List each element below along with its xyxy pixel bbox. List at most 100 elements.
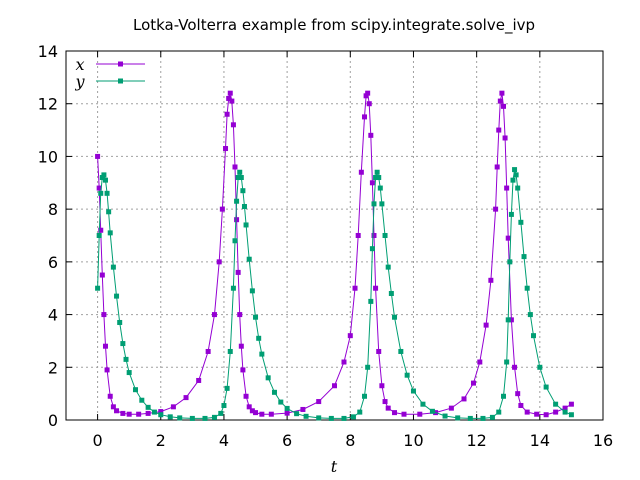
series-y-point xyxy=(365,364,371,370)
series-x-point xyxy=(355,233,361,238)
x-tick-label: 8 xyxy=(345,431,355,450)
series-x-point xyxy=(268,411,274,417)
series-x-point xyxy=(96,185,102,191)
series-x-point xyxy=(494,164,500,170)
series-y-point xyxy=(110,264,116,270)
series-y-point xyxy=(362,393,368,399)
series-x-point xyxy=(246,404,252,410)
series-y-point xyxy=(232,238,238,244)
series-y xyxy=(95,167,574,421)
series-y-point xyxy=(467,415,473,421)
series-x-point xyxy=(505,235,511,241)
series-y-point xyxy=(241,204,247,210)
series-y-point xyxy=(507,259,513,265)
series-x-point xyxy=(518,403,524,409)
series-y-point xyxy=(515,185,521,191)
series-x-point xyxy=(341,359,347,365)
series-y-point xyxy=(537,364,543,370)
series-x-point xyxy=(136,411,142,417)
series-y-point xyxy=(99,175,105,181)
series-x-point xyxy=(371,233,377,238)
series-y-point xyxy=(442,413,448,419)
series-x-point xyxy=(102,343,108,349)
series-x-line xyxy=(97,91,572,416)
series-y-point xyxy=(101,172,107,178)
series-y-line xyxy=(97,169,572,419)
series-x-point xyxy=(524,409,530,415)
y-tick-label: 6 xyxy=(48,253,58,272)
series-y-point xyxy=(189,415,195,421)
chart-title: Lotka-Volterra example from scipy.integr… xyxy=(133,16,535,35)
series-y-point xyxy=(404,372,410,378)
series-y-point xyxy=(104,190,110,196)
series-x-point xyxy=(219,206,225,212)
series-x-point xyxy=(224,111,230,117)
series-y-point xyxy=(230,285,236,291)
series-x-point xyxy=(362,114,368,120)
series-y-point xyxy=(524,285,530,291)
series-y-point xyxy=(500,393,506,399)
series-y-point xyxy=(429,408,435,414)
series-x-point xyxy=(568,401,574,407)
series-y-point xyxy=(294,411,300,417)
legend-marker-y xyxy=(118,78,123,84)
series-y-point xyxy=(373,175,379,181)
series-x-point xyxy=(502,135,508,141)
series-y-point xyxy=(243,222,249,228)
series-x-point xyxy=(95,153,101,159)
series-x-point xyxy=(104,367,110,373)
series-x-point xyxy=(99,272,105,278)
series-x-point xyxy=(107,393,113,399)
series-x-point xyxy=(483,322,489,328)
series-y-point xyxy=(379,201,385,207)
series-x-point xyxy=(534,411,540,417)
y-tick-label: 10 xyxy=(38,147,58,166)
series-y-point xyxy=(369,246,375,252)
series-y-point xyxy=(489,414,495,420)
series-y-point xyxy=(158,412,164,418)
series-y-point xyxy=(177,415,183,421)
series-y-point xyxy=(513,172,519,178)
series-y-point xyxy=(398,348,404,354)
series-y-point xyxy=(256,335,262,341)
series-x-point xyxy=(553,409,559,415)
series-x-point xyxy=(504,185,510,191)
series-y-point xyxy=(410,388,416,394)
series-x-point xyxy=(253,410,259,416)
series-x-point xyxy=(562,405,568,411)
series-y-point xyxy=(259,351,265,357)
series-x-point xyxy=(499,90,505,96)
series-y-point xyxy=(568,412,574,418)
series-y-point xyxy=(374,169,380,175)
series-x-point xyxy=(379,383,385,389)
series-x-point xyxy=(243,393,249,399)
series-y-point xyxy=(357,409,363,415)
series-x-point xyxy=(205,348,211,354)
series-x-point xyxy=(211,312,217,318)
y-tick-label: 0 xyxy=(48,411,58,430)
y-tick-label: 12 xyxy=(38,95,58,114)
series-y-point xyxy=(508,211,514,217)
x-tick-label: 6 xyxy=(282,431,292,450)
series-x-point xyxy=(170,404,176,410)
series-y-point xyxy=(504,359,510,365)
series-x-point xyxy=(232,164,238,170)
series-y-point xyxy=(371,201,377,207)
series-x-point xyxy=(196,377,202,383)
series-x-point xyxy=(373,285,379,291)
series-y-point xyxy=(376,175,382,181)
series-y-point xyxy=(505,317,511,323)
series-y-point xyxy=(238,175,244,181)
series-y-point xyxy=(211,414,217,420)
series-x-point xyxy=(227,90,233,96)
series-y-point xyxy=(106,209,112,215)
series-x-point xyxy=(223,146,229,152)
series-y-point xyxy=(265,375,271,381)
series-x-point xyxy=(300,406,306,412)
series-y-point xyxy=(139,397,145,403)
series-x-point xyxy=(216,259,222,265)
series-y-point xyxy=(126,370,132,376)
series-y-point xyxy=(132,387,138,393)
series-y-point xyxy=(202,415,208,421)
x-tick-label: 16 xyxy=(593,431,613,450)
